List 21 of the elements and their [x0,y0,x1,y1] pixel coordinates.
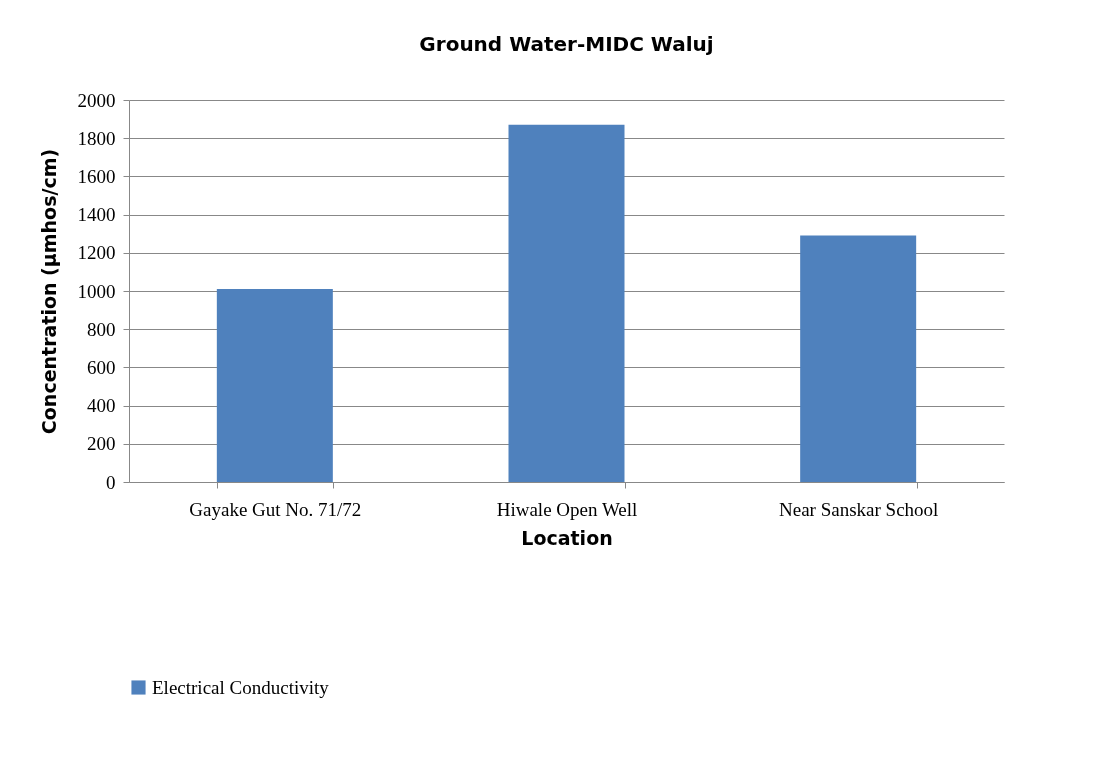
y-tick-label: 1200 [77,242,116,264]
x-tick-label: Hiwale Open Well [496,498,638,520]
y-axis-title: Concentration (µmhos/cm) [37,148,60,435]
bar [216,289,333,482]
y-tick-label: 1800 [77,127,116,149]
y-tick-label: 1000 [77,280,116,302]
legend-label: Electrical Conductivity [152,676,330,698]
y-tick-label: 400 [87,395,116,417]
bar [800,235,917,482]
x-tick-label: Gayake Gut No. 71/72 [189,498,362,520]
y-tick-label: 200 [87,433,116,455]
chart-title: Ground Water-MIDC Waluj [419,32,714,56]
bar [508,124,625,482]
y-tick-label: 0 [106,471,116,493]
x-axis-title: Location [521,526,613,549]
y-tick-label: 800 [87,318,116,340]
y-tick-label: 1600 [77,165,116,187]
x-tick-label: Near Sanskar School [778,498,939,520]
y-tick-label: 2000 [77,89,116,111]
y-tick-label: 1400 [77,204,116,226]
y-tick-label: 600 [87,356,116,378]
